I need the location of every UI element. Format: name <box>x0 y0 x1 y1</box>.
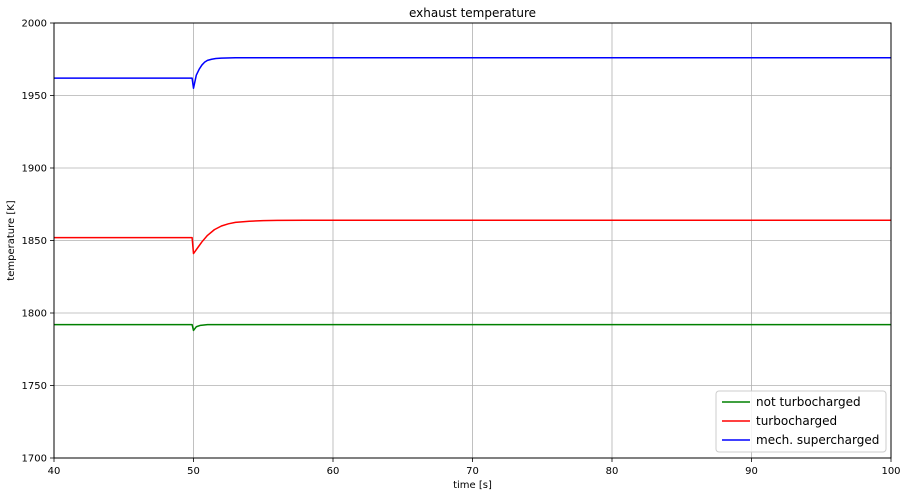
legend-label-2: mech. supercharged <box>756 433 879 447</box>
legend-label-1: turbocharged <box>756 414 837 428</box>
series-line-0 <box>54 323 891 332</box>
y-axis-label: temperature [K] <box>6 200 17 280</box>
x-tick-label: 70 <box>466 466 479 477</box>
series-lines <box>54 57 891 332</box>
series-line-1 <box>54 219 891 255</box>
y-tick-label: 1950 <box>22 91 47 102</box>
x-tick-label: 40 <box>48 466 61 477</box>
x-tick-label: 100 <box>881 466 900 477</box>
y-tick-label: 1900 <box>22 164 47 175</box>
legend-label-0: not turbocharged <box>756 395 861 409</box>
series-line-2 <box>54 57 891 89</box>
x-tick-label: 60 <box>327 466 340 477</box>
y-tick-label: 1750 <box>22 381 47 392</box>
axis-ticks: 40 50 60 70 80 90 100 1700 1750 1800 1850 1900 1950 2… <box>22 19 901 478</box>
x-axis-label: time [s] <box>453 480 492 491</box>
y-tick-label: 1800 <box>22 309 47 320</box>
y-tick-label: 1700 <box>22 454 47 465</box>
x-tick-label: 50 <box>187 466 200 477</box>
legend: not turbocharged turbocharged mech. superc… <box>715 390 887 453</box>
y-tick-label: 2000 <box>22 19 47 30</box>
y-tick-label: 1850 <box>22 236 47 247</box>
x-tick-label: 80 <box>606 466 619 477</box>
chart-title: exhaust temperature <box>409 6 536 20</box>
x-tick-label: 90 <box>745 466 758 477</box>
legend-box <box>715 390 887 453</box>
